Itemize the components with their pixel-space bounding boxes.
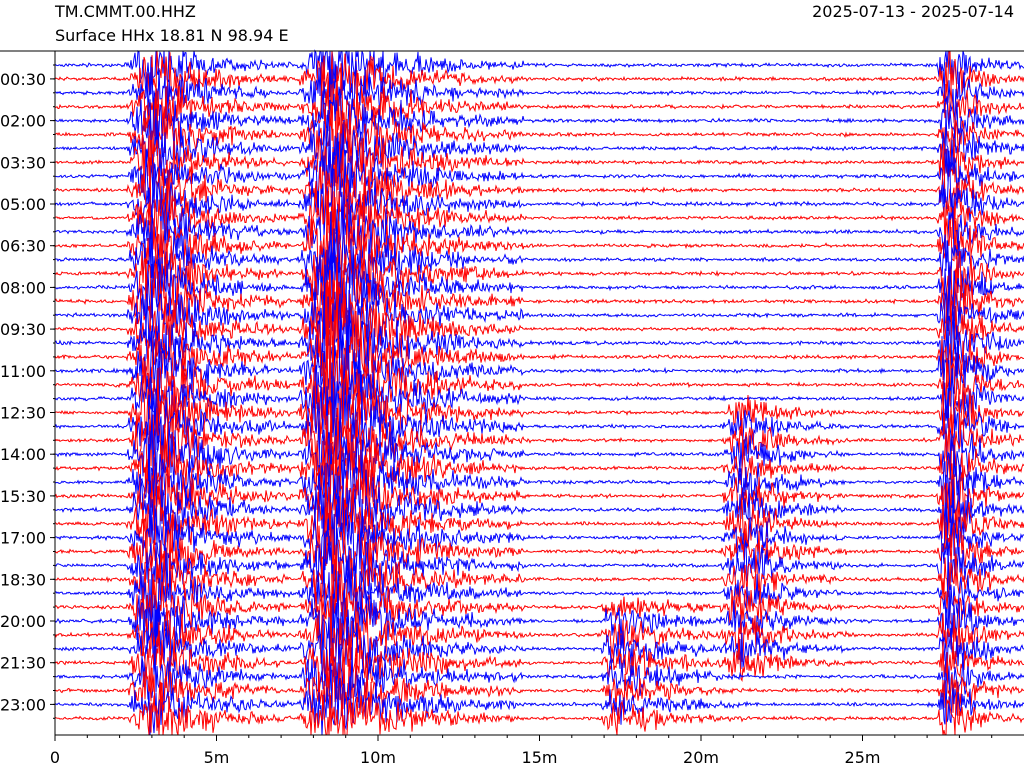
y-tick-label: 08:00	[0, 278, 46, 297]
trace-line	[54, 129, 1024, 206]
trace-line	[54, 50, 1024, 123]
trace-line	[54, 402, 1024, 518]
trace-line	[54, 320, 1024, 431]
trace-line	[54, 553, 1024, 644]
trace-line	[54, 643, 1024, 713]
trace-line	[54, 402, 1024, 506]
trace-line	[54, 191, 1024, 288]
y-tick-label: 15:30	[0, 487, 46, 506]
trace-line	[54, 281, 1024, 370]
trace-line	[54, 399, 1024, 476]
x-tick-label: 0	[50, 748, 60, 767]
y-tick-label: 18:30	[0, 570, 46, 589]
trace-line	[54, 573, 1024, 649]
trace-line	[54, 49, 1024, 100]
trace-line	[54, 496, 1024, 571]
y-axis: 00:30 02:00 03:30 05:00 06:30 08:00 09:30 11:00…	[0, 51, 56, 735]
trace-line	[54, 449, 1024, 537]
channel-location-label: Surface HHx 18.81 N 98.94 E	[55, 26, 289, 45]
y-tick-label: 14:00	[0, 445, 46, 464]
trace-line	[54, 321, 1024, 421]
trace-line	[54, 443, 1024, 517]
trace-line	[54, 656, 1024, 722]
trace-line	[54, 108, 1024, 191]
trace-line	[54, 209, 1024, 304]
trace-line	[54, 578, 1024, 664]
y-tick-label: 09:30	[0, 320, 46, 339]
trace-line	[54, 514, 1024, 602]
y-tick-label: 02:00	[0, 112, 46, 131]
trace-line	[55, 132, 1024, 216]
station-label: TM.CMMT.00.HHZ	[55, 2, 196, 21]
trace-line	[54, 596, 1024, 671]
trace-line	[54, 351, 1024, 444]
x-tick-label: 10m	[360, 748, 396, 767]
trace-line	[54, 149, 1024, 236]
x-tick-label: 5m	[204, 748, 230, 767]
y-tick-label: 00:30	[0, 70, 46, 89]
x-axis: 0 5m 10m 15m 20m 25m	[0, 50, 1024, 767]
trace-line	[54, 88, 1024, 149]
trace-line	[54, 247, 1024, 339]
y-tick-label: 23:00	[0, 695, 46, 714]
trace-line	[54, 540, 1024, 639]
y-tick-label: 12:30	[0, 404, 46, 423]
trace-line	[54, 50, 1024, 115]
trace-line	[54, 527, 1024, 614]
trace-line	[54, 174, 1024, 250]
trace-group	[54, 49, 1024, 736]
trace-line	[54, 362, 1024, 477]
trace-line	[54, 155, 1024, 243]
y-tick-label: 03:30	[0, 153, 46, 172]
trace-line	[54, 682, 1024, 736]
y-tick-label: 20:00	[0, 612, 46, 631]
trace-line	[54, 367, 1024, 468]
y-tick-label: 21:30	[0, 654, 46, 673]
trace-line	[54, 221, 1024, 314]
y-tick-label: 11:00	[0, 362, 46, 381]
trace-line	[54, 289, 1024, 384]
x-tick-label: 25m	[845, 748, 881, 767]
date-range-label: 2025-07-13 - 2025-07-14	[812, 2, 1014, 21]
trace-line	[54, 462, 1024, 569]
x-tick-label: 15m	[522, 748, 558, 767]
trace-line	[54, 286, 1024, 407]
trace-line	[54, 191, 1024, 286]
x-tick-label: 20m	[683, 748, 719, 767]
trace-line	[54, 257, 1024, 346]
trace-line	[54, 62, 1024, 141]
trace-line	[54, 609, 1024, 687]
y-tick-label: 05:00	[0, 195, 46, 214]
y-tick-label: 06:30	[0, 237, 46, 256]
y-tick-label: 17:00	[0, 529, 46, 548]
trace-line	[54, 622, 1024, 699]
trace-line	[54, 467, 1024, 556]
trace-line	[54, 663, 1024, 736]
trace-line	[54, 269, 1024, 368]
